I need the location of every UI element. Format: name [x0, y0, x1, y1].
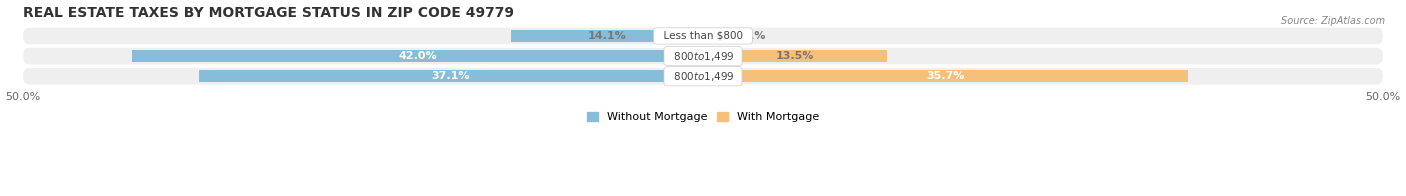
Text: 35.7%: 35.7%	[927, 71, 965, 81]
Text: Source: ZipAtlas.com: Source: ZipAtlas.com	[1281, 16, 1385, 26]
FancyBboxPatch shape	[22, 48, 1384, 64]
Bar	[512, 30, 703, 42]
Text: $800 to $1,499: $800 to $1,499	[666, 50, 740, 63]
Bar	[198, 70, 703, 82]
Text: 37.1%: 37.1%	[432, 71, 470, 81]
Text: 14.1%: 14.1%	[588, 31, 627, 41]
Bar	[132, 50, 703, 62]
Text: 42.0%: 42.0%	[398, 51, 437, 61]
Bar	[703, 30, 707, 42]
FancyBboxPatch shape	[22, 28, 1384, 44]
Text: $800 to $1,499: $800 to $1,499	[666, 70, 740, 83]
Text: REAL ESTATE TAXES BY MORTGAGE STATUS IN ZIP CODE 49779: REAL ESTATE TAXES BY MORTGAGE STATUS IN …	[22, 5, 515, 20]
Bar	[703, 70, 1188, 82]
Text: 0.31%: 0.31%	[728, 31, 766, 41]
Bar	[703, 50, 887, 62]
Legend: Without Mortgage, With Mortgage: Without Mortgage, With Mortgage	[582, 108, 824, 127]
Text: Less than $800: Less than $800	[657, 31, 749, 41]
FancyBboxPatch shape	[22, 68, 1384, 84]
Text: 13.5%: 13.5%	[776, 51, 814, 61]
